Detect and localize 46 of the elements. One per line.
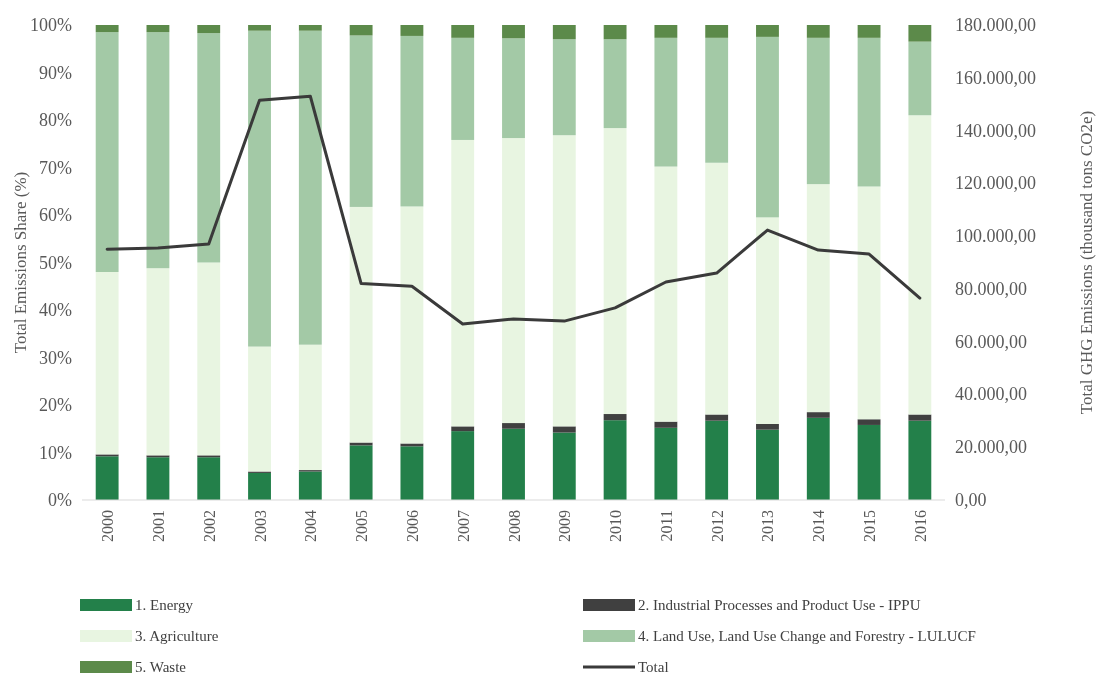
x-tick-label: 2008 [505, 510, 523, 542]
y-tick-label: 40% [39, 300, 72, 320]
y2-tick-label: 180.000,00 [955, 15, 1036, 35]
y-tick-label: 0% [48, 490, 72, 510]
x-tick-label: 2003 [251, 510, 269, 542]
x-tick-label: 2006 [403, 510, 421, 542]
legend-label: 2. Industrial Processes and Product Use - IPPU [638, 597, 921, 613]
y-tick-label: 90% [39, 62, 72, 83]
legend-label: Total [638, 659, 669, 675]
x-tick-label: 2001 [149, 510, 167, 542]
legend-label: 3. Agriculture [135, 628, 219, 644]
x-tick-label: 2014 [810, 510, 828, 542]
y2-axis-title: Total GHG Emissions (thousand tons CO2e) [1077, 110, 1096, 415]
legend-label: 5. Waste [135, 659, 187, 675]
y2-tick-label: 100.000,00 [955, 226, 1036, 247]
y2-tick-label: 160.000,00 [955, 67, 1036, 88]
x-tick-label: 2002 [200, 510, 218, 542]
x-tick-label: 2009 [556, 510, 574, 542]
y-tick-label: 100% [30, 15, 72, 35]
y-tick-label: 30% [39, 347, 72, 368]
x-tick-label: 2005 [353, 510, 371, 542]
y-tick-label: 70% [39, 157, 72, 178]
y-axis-title: Total Emissions Share (%) [11, 171, 30, 354]
y-tick-label: 60% [39, 205, 72, 225]
y-tick-label: 20% [39, 395, 72, 415]
y2-tick-label: 0,00 [955, 490, 987, 510]
y-tick-label: 10% [39, 442, 72, 463]
y-tick-label: 80% [39, 110, 72, 130]
y2-tick-label: 60.000,00 [955, 331, 1027, 352]
x-tick-label: 2000 [99, 510, 117, 542]
y2-tick-label: 140.000,00 [955, 120, 1036, 141]
x-tick-label: 2010 [607, 510, 625, 542]
y2-tick-label: 80.000,00 [955, 278, 1027, 299]
legend-label: 1. Energy [135, 597, 194, 613]
y2-tick-label: 20.000,00 [955, 437, 1027, 458]
x-tick-label: 2012 [708, 510, 726, 542]
x-tick-label: 2015 [861, 510, 879, 542]
y2-tick-label: 40.000,00 [955, 384, 1027, 405]
y2-tick-label: 120.000,00 [955, 173, 1036, 194]
x-tick-label: 2011 [657, 510, 675, 542]
x-tick-label: 2016 [911, 510, 929, 542]
y-tick-label: 50% [39, 252, 72, 273]
x-tick-label: 2004 [302, 510, 320, 542]
x-tick-label: 2007 [454, 510, 472, 542]
legend-label: 4. Land Use, Land Use Change and Forestry - LULUCF [638, 628, 976, 644]
x-tick-label: 2013 [759, 510, 777, 542]
